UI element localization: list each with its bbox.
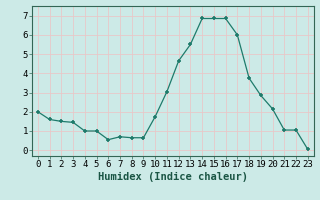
X-axis label: Humidex (Indice chaleur): Humidex (Indice chaleur) — [98, 172, 248, 182]
